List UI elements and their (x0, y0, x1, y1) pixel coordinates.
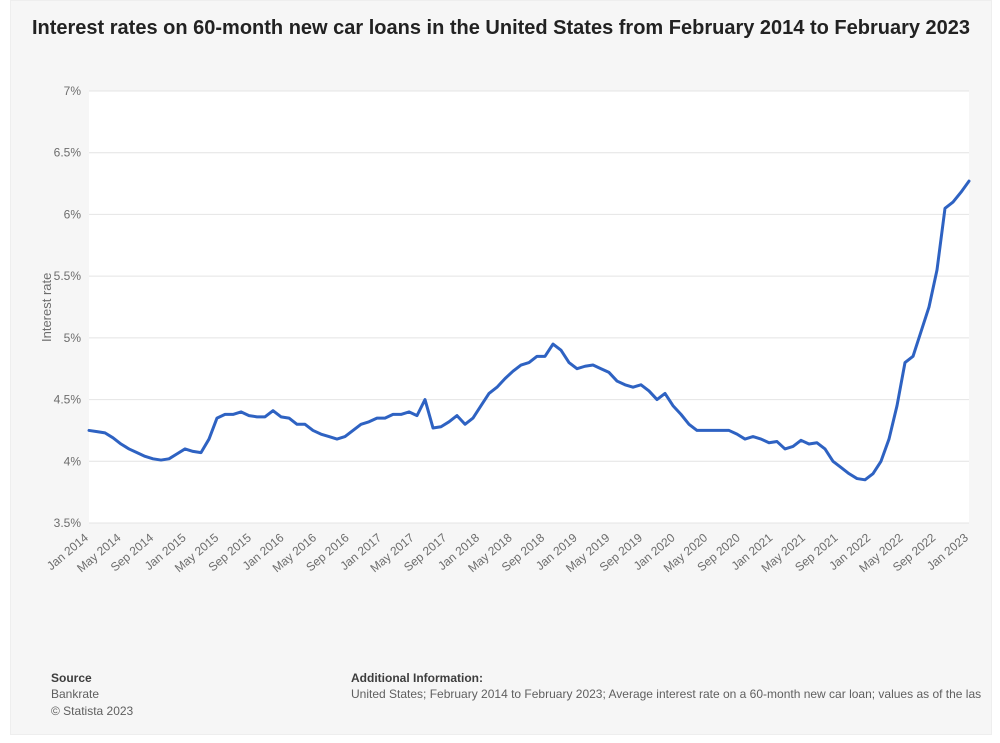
svg-text:6%: 6% (64, 207, 82, 221)
info-text: United States; February 2014 to February… (351, 686, 981, 703)
svg-text:6.5%: 6.5% (54, 146, 82, 160)
svg-text:7%: 7% (64, 84, 82, 98)
series-line (89, 181, 969, 480)
svg-text:4%: 4% (64, 454, 82, 468)
x-axis-labels: Jan 2014May 2014Sep 2014Jan 2015May 2015… (89, 529, 969, 649)
svg-text:5.5%: 5.5% (54, 269, 82, 283)
chart-title: Interest rates on 60-month new car loans… (11, 15, 991, 42)
svg-text:4.5%: 4.5% (54, 393, 82, 407)
plot-area: 3.5%4%4.5%5%5.5%6%6.5%7% (89, 91, 969, 523)
plot-svg: 3.5%4%4.5%5%5.5%6%6.5%7% (89, 91, 969, 523)
copyright: © Statista 2023 (51, 703, 351, 720)
info-heading: Additional Information: (351, 670, 981, 687)
svg-text:3.5%: 3.5% (54, 516, 82, 530)
chart-panel: Interest rates on 60-month new car loans… (10, 0, 992, 735)
footer: Source Bankrate © Statista 2023 Addition… (51, 670, 981, 720)
y-axis-label: Interest rate (39, 273, 54, 342)
source-name: Bankrate (51, 686, 351, 703)
svg-text:5%: 5% (64, 331, 82, 345)
source-heading: Source (51, 670, 351, 687)
